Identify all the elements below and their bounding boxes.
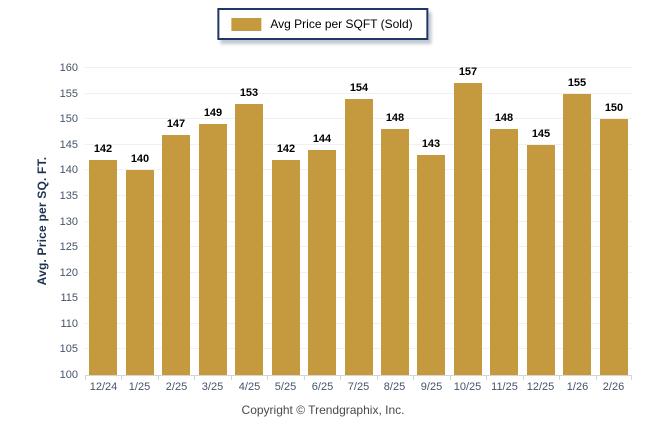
x-axis-tick-label: 1/26 [566, 381, 589, 393]
bar [308, 150, 336, 375]
bar-value-label: 145 [531, 128, 551, 140]
gridline [85, 67, 632, 68]
x-axis-tick-mark [450, 376, 451, 380]
x-axis-tick-label: 6/25 [311, 381, 334, 393]
x-axis-tick-label: 7/25 [347, 381, 370, 393]
bar-value-label: 157 [458, 66, 478, 78]
x-axis-tick-mark [231, 376, 232, 380]
y-axis-tick-label: 105 [59, 343, 78, 356]
x-axis-tick-label: 1/25 [128, 381, 151, 393]
x-axis-tick-mark [377, 376, 378, 380]
x-axis-tick-mark [340, 376, 341, 380]
bar-value-label: 148 [385, 112, 405, 124]
plot-area: 142 140 147 149 153 142 144 154 148 143 157 148 145 1… [85, 66, 632, 376]
bar-value-label: 150 [604, 102, 624, 114]
bar-value-label: 143 [421, 138, 441, 150]
x-axis-tick-mark [413, 376, 414, 380]
bar-value-label: 147 [166, 118, 186, 130]
x-axis-tick-mark [194, 376, 195, 380]
x-axis-tick-mark [158, 376, 159, 380]
y-axis-tick-label: 140 [59, 164, 78, 177]
x-axis-tick-label: 10/25 [453, 381, 482, 393]
bar-value-label: 142 [276, 143, 296, 155]
bar [162, 135, 190, 375]
bar-value-label: 149 [203, 107, 223, 119]
x-axis-tick-mark [121, 376, 122, 380]
bar-value-label: 154 [349, 82, 369, 94]
bar-value-label: 144 [312, 133, 332, 145]
bar [235, 104, 263, 375]
x-axis-tick-label: 4/25 [238, 381, 261, 393]
x-axis-tick-mark [523, 376, 524, 380]
x-axis-tick-mark [267, 376, 268, 380]
bar [600, 119, 628, 375]
x-axis-tick-label: 11/25 [491, 381, 518, 393]
bar [454, 83, 482, 375]
y-axis-tick-label: 160 [59, 62, 78, 74]
x-axis-tick-label: 12/25 [526, 381, 555, 393]
x-axis-tick-label: 3/25 [201, 381, 224, 393]
x-axis-tick-label: 12/24 [89, 381, 118, 393]
y-axis-tick-label: 155 [59, 87, 78, 100]
bar-value-label: 155 [567, 77, 587, 89]
bar [89, 160, 117, 375]
legend: Avg Price per SQFT (Sold) [217, 8, 429, 40]
x-axis-tick-mark [559, 376, 560, 380]
x-axis-tick-mark [85, 376, 86, 380]
y-axis-tick-label: 135 [59, 189, 78, 202]
copyright-text: Copyright © Trendgraphix, Inc. [241, 403, 405, 417]
y-axis-title: Avg. Price per SQ. FT. [35, 156, 49, 286]
bar [345, 99, 373, 375]
y-axis-tick-label: 110 [60, 317, 78, 330]
y-axis-tick-label: 125 [59, 241, 78, 254]
y-axis-tick-label: 145 [59, 138, 78, 151]
x-axis-tick-mark [596, 376, 597, 380]
y-axis-tick-label: 115 [60, 292, 78, 305]
y-axis-tick-label: 120 [59, 266, 78, 279]
bar [381, 129, 409, 375]
bar-value-label: 142 [93, 143, 113, 155]
x-axis-tick-label: 5/25 [274, 381, 297, 393]
x-axis-tick-mark [631, 376, 632, 380]
x-axis-tick-label: 2/25 [165, 381, 188, 393]
bar [126, 170, 154, 375]
bar [490, 129, 518, 375]
bar-value-label: 140 [130, 153, 150, 165]
x-axis-tick-mark [304, 376, 305, 380]
legend-swatch [231, 17, 262, 31]
x-axis-tick-label: 2/26 [602, 381, 625, 393]
y-axis-tick-label: 150 [59, 113, 78, 126]
gridline [85, 92, 632, 94]
bar [527, 145, 555, 375]
y-axis-tick-label: 100 [59, 369, 78, 381]
bar [417, 155, 445, 375]
x-axis-tick-mark [486, 376, 487, 380]
bar [563, 94, 591, 375]
x-axis-tick-label: 8/25 [383, 381, 406, 393]
bar [272, 160, 300, 375]
x-axis-tick-label: 9/25 [420, 381, 443, 393]
bar-value-label: 148 [494, 112, 514, 124]
bar-value-label: 153 [239, 87, 259, 99]
y-axis-tick-label: 130 [59, 215, 78, 228]
bar [199, 124, 227, 375]
legend-label: Avg Price per SQFT (Sold) [270, 17, 413, 31]
